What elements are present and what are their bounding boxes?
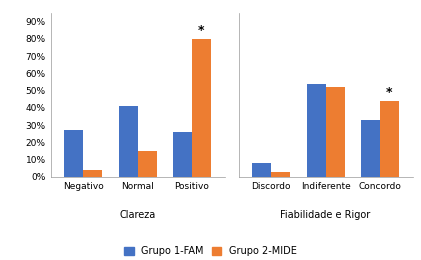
Text: Clareza: Clareza bbox=[120, 210, 156, 219]
Text: *: * bbox=[386, 86, 393, 99]
Bar bbox=[361, 120, 380, 177]
Bar bbox=[192, 39, 211, 177]
Bar bbox=[380, 101, 399, 177]
Text: *: * bbox=[198, 24, 205, 37]
Bar bbox=[306, 84, 325, 177]
Bar bbox=[173, 132, 192, 177]
Bar bbox=[252, 163, 271, 177]
Bar bbox=[83, 170, 102, 177]
Bar bbox=[64, 130, 83, 177]
Legend: Grupo 1-FAM, Grupo 2-MIDE: Grupo 1-FAM, Grupo 2-MIDE bbox=[120, 243, 301, 260]
Bar bbox=[138, 151, 157, 177]
Bar bbox=[271, 172, 290, 177]
Text: Fiabilidade e Rigor: Fiabilidade e Rigor bbox=[280, 210, 370, 219]
Bar bbox=[119, 106, 138, 177]
Bar bbox=[325, 87, 344, 177]
